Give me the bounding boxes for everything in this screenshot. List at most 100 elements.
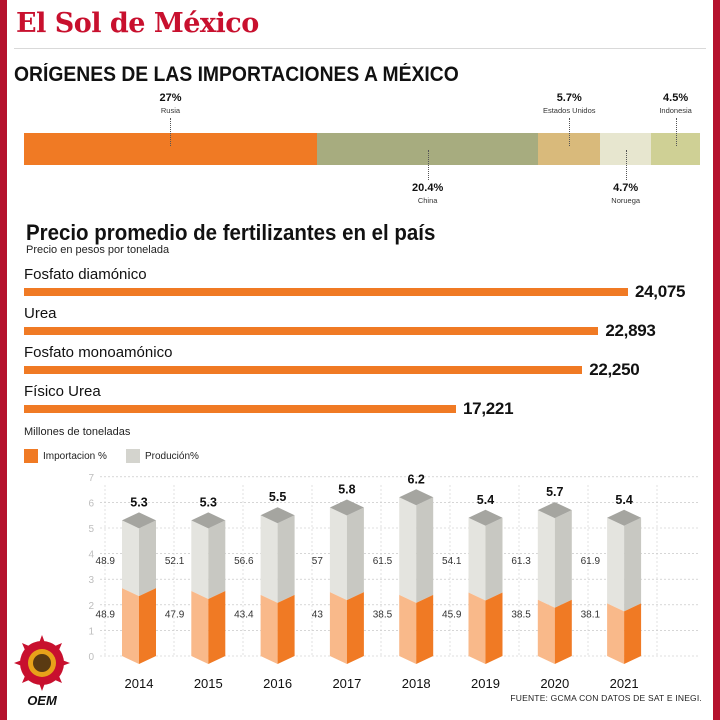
import-segment-indonesia — [651, 133, 700, 165]
legend-label-imports: Importacion % — [43, 451, 107, 462]
column-top-cap — [537, 502, 572, 519]
import-percent-label: 20.4% — [412, 182, 444, 194]
column-top-cap — [399, 489, 434, 506]
sun-emblem-icon — [14, 635, 70, 691]
production-value-label: 52.1 — [165, 556, 185, 567]
column-production-left — [260, 515, 278, 603]
price-value: 22,250 — [589, 360, 640, 379]
column-total-label: 5.8 — [338, 483, 355, 497]
column-production-left — [122, 520, 139, 597]
price-bar — [24, 366, 583, 374]
column-import-left — [607, 603, 625, 664]
column-top-cap — [329, 499, 364, 516]
prices-title: Precio promedio de fertilizantes en el p… — [26, 220, 436, 245]
import-value-label: 38.1 — [581, 610, 601, 621]
import-leader-line — [569, 118, 571, 146]
column-top-cap — [191, 512, 226, 529]
import-country-label: Noruega — [611, 196, 641, 205]
import-leader-line — [675, 118, 677, 146]
price-value: 22,893 — [605, 321, 656, 340]
column-import-left — [191, 591, 209, 664]
column-top-cap — [260, 507, 295, 524]
column-production-right — [554, 510, 572, 608]
column-total-label: 5.4 — [615, 493, 632, 507]
import-country-label: China — [417, 196, 438, 205]
y-tick-label: 4 — [88, 550, 94, 561]
header-divider — [14, 48, 706, 49]
column-production-left — [399, 497, 417, 603]
price-label: Fosfato monoamónico — [24, 344, 173, 361]
y-tick-label: 6 — [88, 498, 94, 509]
column-total-label: 5.5 — [269, 490, 286, 504]
column-import-right — [416, 594, 434, 664]
column-import-left — [537, 599, 555, 664]
import-country-label: Rusia — [160, 106, 181, 115]
import-leader-line — [427, 150, 429, 180]
x-tick-label: 2021 — [610, 676, 639, 691]
brand-logo: El Sol de México — [16, 8, 259, 39]
price-bar — [24, 405, 457, 413]
x-tick-label: 2015 — [194, 676, 223, 691]
price-label: Fosfato diamónico — [24, 266, 147, 283]
column-total-label: 5.3 — [200, 495, 217, 509]
import-value-label: 48.9 — [96, 610, 116, 621]
imports-title: ORÍGENES DE LAS IMPORTACIONES A MÉXICO — [14, 63, 459, 86]
x-tick-label: 2016 — [263, 676, 292, 691]
x-tick-label: 2019 — [471, 676, 500, 691]
production-value-label: 54.1 — [442, 556, 462, 567]
production-value-label: 61.3 — [511, 556, 531, 567]
column-production-left — [191, 520, 209, 600]
column-import-right — [554, 599, 572, 664]
y-tick-label: 2 — [88, 601, 94, 612]
y-axis-title: Millones de toneladas — [24, 426, 131, 438]
oem-logo-text: OEM — [27, 693, 58, 708]
production-value-label: 61.5 — [373, 556, 393, 567]
price-value: 17,221 — [463, 399, 514, 418]
column-import-right — [624, 603, 642, 664]
column-total-label: 5.3 — [130, 495, 147, 509]
column-total-label: 5.4 — [477, 493, 494, 507]
column-production-left — [329, 507, 347, 601]
legend-swatch-imports — [24, 449, 38, 463]
column-import-left — [468, 592, 486, 664]
import-percent-label: 27% — [159, 92, 182, 104]
import-percent-label: 5.7% — [556, 92, 582, 104]
column-import-right — [485, 592, 503, 664]
column-production-right — [139, 520, 156, 597]
column-import-left — [122, 588, 139, 664]
import-percent-label: 4.5% — [663, 92, 689, 104]
column-top-cap — [468, 509, 503, 526]
x-tick-label: 2014 — [125, 676, 154, 691]
production-value-label: 57 — [312, 556, 324, 567]
legend-label-production: Produción% — [145, 451, 199, 462]
prices-subtitle: Precio en pesos por tonelada — [26, 244, 170, 256]
y-tick-label: 0 — [88, 652, 94, 663]
import-segment-noruega — [600, 133, 652, 165]
column-production-right — [277, 515, 295, 603]
column-production-right — [624, 517, 642, 612]
column-import-right — [208, 591, 226, 664]
y-tick-label: 1 — [88, 626, 94, 637]
column-import-right — [139, 588, 156, 664]
column-production-left — [468, 517, 486, 601]
import-value-label: 38.5 — [373, 610, 393, 621]
column-import-right — [346, 592, 364, 664]
legend-swatch-production — [126, 449, 140, 463]
production-value-label: 56.6 — [234, 556, 254, 567]
production-value-label: 48.9 — [96, 556, 116, 567]
column-production-right — [485, 517, 503, 601]
import-country-label: Estados Unidos — [542, 106, 596, 115]
y-tick-label: 7 — [88, 473, 94, 484]
price-value: 24,075 — [635, 282, 686, 301]
column-production-right — [346, 507, 364, 601]
source-note: FUENTE: GCMA CON DATOS DE SAT E INEGI. — [510, 693, 702, 703]
column-production-left — [537, 510, 555, 608]
price-label: Urea — [24, 305, 57, 322]
column-import-left — [260, 594, 278, 664]
production-value-label: 61.9 — [581, 556, 601, 567]
import-percent-label: 4.7% — [613, 182, 639, 194]
import-value-label: 47.9 — [165, 610, 185, 621]
price-label: Físico Urea — [24, 383, 101, 400]
column-import-left — [329, 592, 347, 664]
